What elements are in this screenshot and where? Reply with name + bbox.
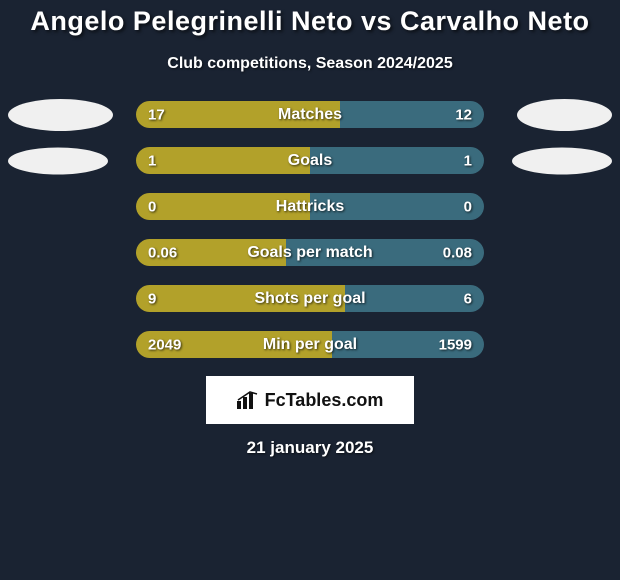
chart-icon xyxy=(237,391,259,409)
subtitle: Club competitions, Season 2024/2025 xyxy=(0,55,620,73)
stat-row: 17 12 Matches xyxy=(0,101,620,128)
stat-row: 0 0 Hattricks xyxy=(0,193,620,220)
stat-label: Goals per match xyxy=(247,244,372,262)
stat-value-right: 0 xyxy=(464,198,472,215)
stats-container: 17 12 Matches 1 1 Goals 0 0 Hattricks 0.06 0.08 Goa… xyxy=(0,101,620,358)
stat-value-left: 0 xyxy=(148,198,156,215)
stat-value-right: 1599 xyxy=(439,336,472,353)
stat-bar: 2049 1599 Min per goal xyxy=(136,331,484,358)
stat-value-right: 0.08 xyxy=(443,244,472,261)
stat-value-left: 9 xyxy=(148,290,156,307)
stat-row: 0.06 0.08 Goals per match xyxy=(0,239,620,266)
bar-segment-right xyxy=(310,147,484,174)
footer-date: 21 january 2025 xyxy=(0,438,620,458)
stat-value-left: 17 xyxy=(148,106,165,123)
player-avatar-right xyxy=(512,147,612,174)
logo-text: FcTables.com xyxy=(265,390,384,411)
stat-bar: 0 0 Hattricks xyxy=(136,193,484,220)
player-avatar-left xyxy=(8,99,113,131)
stat-value-left: 2049 xyxy=(148,336,181,353)
stat-bar: 9 6 Shots per goal xyxy=(136,285,484,312)
bar-segment-left xyxy=(136,147,310,174)
stat-bar: 0.06 0.08 Goals per match xyxy=(136,239,484,266)
stat-label: Hattricks xyxy=(276,198,344,216)
stat-label: Shots per goal xyxy=(254,290,365,308)
stat-bar: 17 12 Matches xyxy=(136,101,484,128)
logo-box: FcTables.com xyxy=(206,376,414,424)
stat-row: 1 1 Goals xyxy=(0,147,620,174)
stat-label: Goals xyxy=(288,152,332,170)
stat-value-left: 1 xyxy=(148,152,156,169)
stat-value-left: 0.06 xyxy=(148,244,177,261)
player-avatar-left xyxy=(8,147,108,174)
player-avatar-right xyxy=(517,99,612,131)
stat-label: Matches xyxy=(278,106,342,124)
page-title: Angelo Pelegrinelli Neto vs Carvalho Net… xyxy=(0,0,620,37)
stat-value-right: 6 xyxy=(464,290,472,307)
stat-value-right: 12 xyxy=(455,106,472,123)
stat-row: 2049 1599 Min per goal xyxy=(0,331,620,358)
stat-row: 9 6 Shots per goal xyxy=(0,285,620,312)
stat-label: Min per goal xyxy=(263,336,357,354)
stat-value-right: 1 xyxy=(464,152,472,169)
stat-bar: 1 1 Goals xyxy=(136,147,484,174)
